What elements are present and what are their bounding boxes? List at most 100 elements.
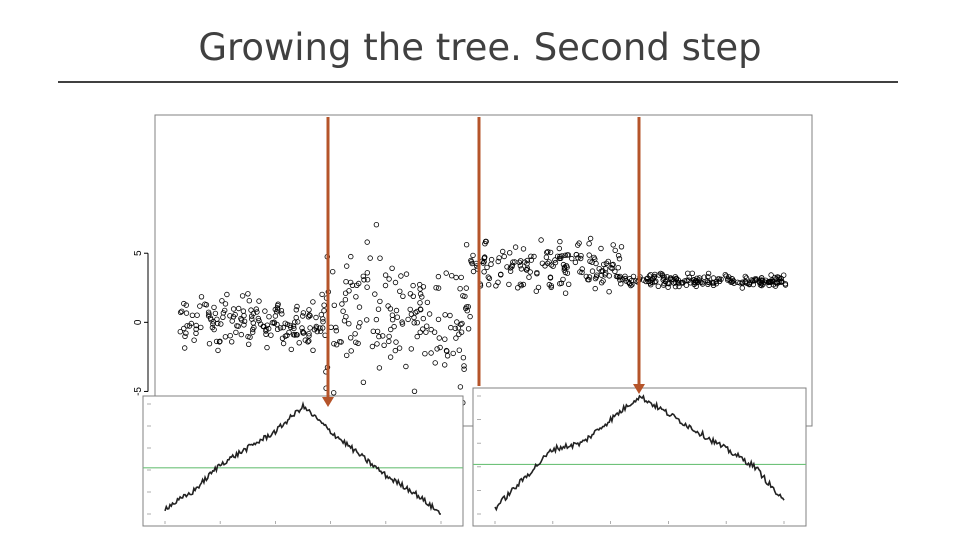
data-point bbox=[284, 332, 290, 338]
data-point bbox=[317, 328, 324, 334]
data-point bbox=[381, 342, 387, 348]
data-point bbox=[411, 320, 417, 326]
data-point bbox=[689, 270, 695, 276]
data-point bbox=[232, 311, 238, 318]
data-point bbox=[535, 284, 542, 291]
data-point bbox=[500, 248, 506, 255]
data-point bbox=[186, 323, 193, 329]
data-point bbox=[219, 298, 225, 304]
data-point bbox=[353, 294, 359, 300]
y-tick-label: -5 bbox=[133, 387, 144, 396]
data-point bbox=[459, 320, 465, 327]
data-point bbox=[598, 245, 604, 252]
data-point bbox=[241, 322, 247, 328]
split-arrows bbox=[322, 117, 645, 407]
data-point bbox=[306, 333, 312, 339]
data-point bbox=[485, 274, 491, 280]
split-arrowhead bbox=[633, 384, 645, 394]
data-point bbox=[488, 256, 495, 263]
data-point bbox=[343, 279, 349, 285]
data-point bbox=[377, 298, 383, 305]
data-point bbox=[572, 259, 579, 266]
data-point bbox=[526, 274, 532, 280]
data-point bbox=[346, 321, 352, 327]
data-point bbox=[360, 379, 367, 385]
data-point bbox=[245, 291, 251, 297]
data-point bbox=[268, 332, 274, 338]
data-point bbox=[737, 280, 743, 286]
data-point bbox=[389, 317, 396, 323]
data-point bbox=[512, 259, 518, 265]
data-point bbox=[606, 273, 612, 279]
data-point bbox=[457, 384, 464, 390]
data-point bbox=[450, 350, 456, 357]
data-point bbox=[262, 308, 268, 314]
data-point bbox=[566, 281, 572, 287]
data-point bbox=[710, 282, 717, 288]
data-point bbox=[610, 242, 616, 248]
data-point bbox=[615, 265, 621, 271]
data-point bbox=[564, 264, 570, 270]
data-point bbox=[274, 309, 280, 315]
data-point bbox=[408, 346, 414, 352]
data-point bbox=[210, 321, 216, 327]
data-point bbox=[612, 268, 618, 275]
data-point bbox=[391, 323, 397, 330]
data-point bbox=[248, 313, 255, 319]
data-point bbox=[454, 319, 460, 325]
data-point bbox=[546, 259, 552, 265]
data-point bbox=[263, 326, 269, 332]
data-point bbox=[458, 274, 464, 281]
data-point bbox=[449, 273, 455, 279]
data-point bbox=[256, 298, 262, 304]
data-point bbox=[686, 274, 692, 280]
data-point bbox=[739, 280, 746, 286]
data-point bbox=[561, 265, 568, 271]
data-point bbox=[709, 279, 716, 286]
data-point bbox=[280, 324, 286, 331]
data-point bbox=[291, 325, 297, 332]
data-point bbox=[426, 311, 433, 317]
data-point bbox=[547, 274, 554, 280]
data-point bbox=[300, 328, 306, 335]
score-curve bbox=[494, 394, 785, 512]
data-point bbox=[512, 244, 519, 250]
data-point bbox=[246, 298, 252, 304]
data-point bbox=[428, 350, 434, 356]
data-point bbox=[483, 238, 489, 245]
split-arrowhead bbox=[322, 397, 334, 407]
data-point bbox=[274, 305, 281, 311]
data-point bbox=[407, 291, 414, 297]
data-point bbox=[357, 320, 363, 326]
data-point bbox=[705, 281, 711, 287]
data-point bbox=[543, 254, 550, 260]
data-point bbox=[331, 302, 337, 308]
data-point bbox=[782, 282, 789, 288]
data-point bbox=[348, 253, 354, 260]
data-point bbox=[560, 276, 566, 283]
data-point bbox=[417, 291, 424, 297]
data-point bbox=[437, 344, 443, 351]
data-point bbox=[279, 335, 286, 341]
data-point bbox=[333, 342, 340, 348]
data-point bbox=[545, 248, 551, 255]
data-point bbox=[655, 283, 661, 289]
data-point bbox=[722, 272, 728, 278]
data-point bbox=[411, 388, 418, 394]
data-point bbox=[310, 347, 316, 353]
data-point bbox=[364, 317, 370, 323]
data-point bbox=[509, 264, 515, 270]
data-point bbox=[389, 312, 396, 318]
data-point bbox=[348, 348, 354, 354]
data-point bbox=[255, 315, 261, 322]
data-point bbox=[256, 318, 262, 324]
data-point bbox=[507, 250, 513, 256]
data-point bbox=[193, 330, 199, 336]
data-point bbox=[191, 337, 197, 343]
data-point bbox=[389, 265, 395, 271]
data-point bbox=[333, 324, 339, 331]
data-point bbox=[589, 268, 596, 274]
data-point bbox=[672, 283, 679, 290]
data-point bbox=[280, 340, 287, 347]
data-point bbox=[456, 347, 462, 353]
